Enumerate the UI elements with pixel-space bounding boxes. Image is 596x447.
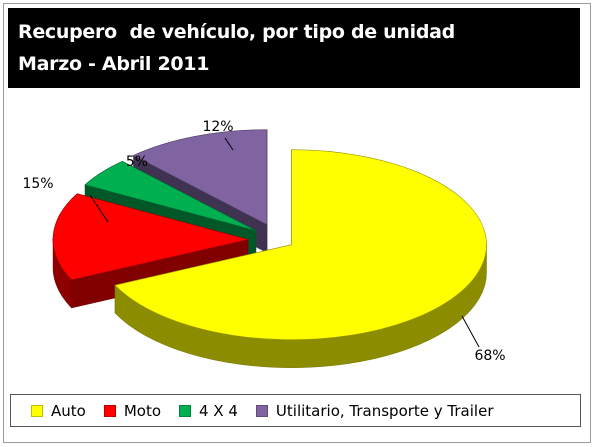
pie-slice-auto [114, 149, 487, 368]
leader-line-utilitario [224, 137, 234, 151]
pie-slice-top-auto [114, 149, 487, 341]
legend-swatch-4x4 [179, 404, 192, 417]
legend-item-auto: Auto [31, 402, 86, 420]
legend-item-4x4: 4 X 4 [179, 402, 238, 420]
chart-title: Recupero de vehículo, por tipo de unidad [18, 21, 455, 43]
data-label-4x4: 5% [126, 154, 148, 170]
legend-label-4x4: 4 X 4 [199, 401, 238, 420]
legend-item-moto: Moto [103, 401, 162, 420]
legend-label-moto: Moto [123, 401, 162, 420]
legend-swatch-moto [103, 404, 116, 417]
data-label-moto: 15% [22, 176, 53, 192]
chart-header: Recupero de vehículo, por tipo de unidad… [8, 8, 580, 88]
leader-line-moto [89, 194, 109, 223]
chart-legend: Auto Moto 4 X 4 Utilitario, Transporte y… [10, 394, 581, 427]
legend-swatch-auto [31, 404, 43, 417]
legend-label-utilitario: Utilitario, Transporte y Trailer [275, 401, 494, 420]
legend-label-auto: Auto [51, 401, 86, 420]
data-label-auto: 68% [474, 348, 505, 364]
pie-slice-top-4x4 [84, 160, 257, 231]
legend-item-utilitario: Utilitario, Transporte y Trailer [255, 401, 494, 420]
chart-subtitle: Marzo - Abril 2011 [18, 53, 210, 75]
pie-slice-top-utilitario [132, 129, 268, 226]
legend-swatch-utilitario [255, 404, 268, 417]
leader-line-auto [461, 315, 480, 348]
pie-slice-top-moto [52, 193, 249, 281]
data-label-utilitario: 12% [202, 119, 233, 135]
